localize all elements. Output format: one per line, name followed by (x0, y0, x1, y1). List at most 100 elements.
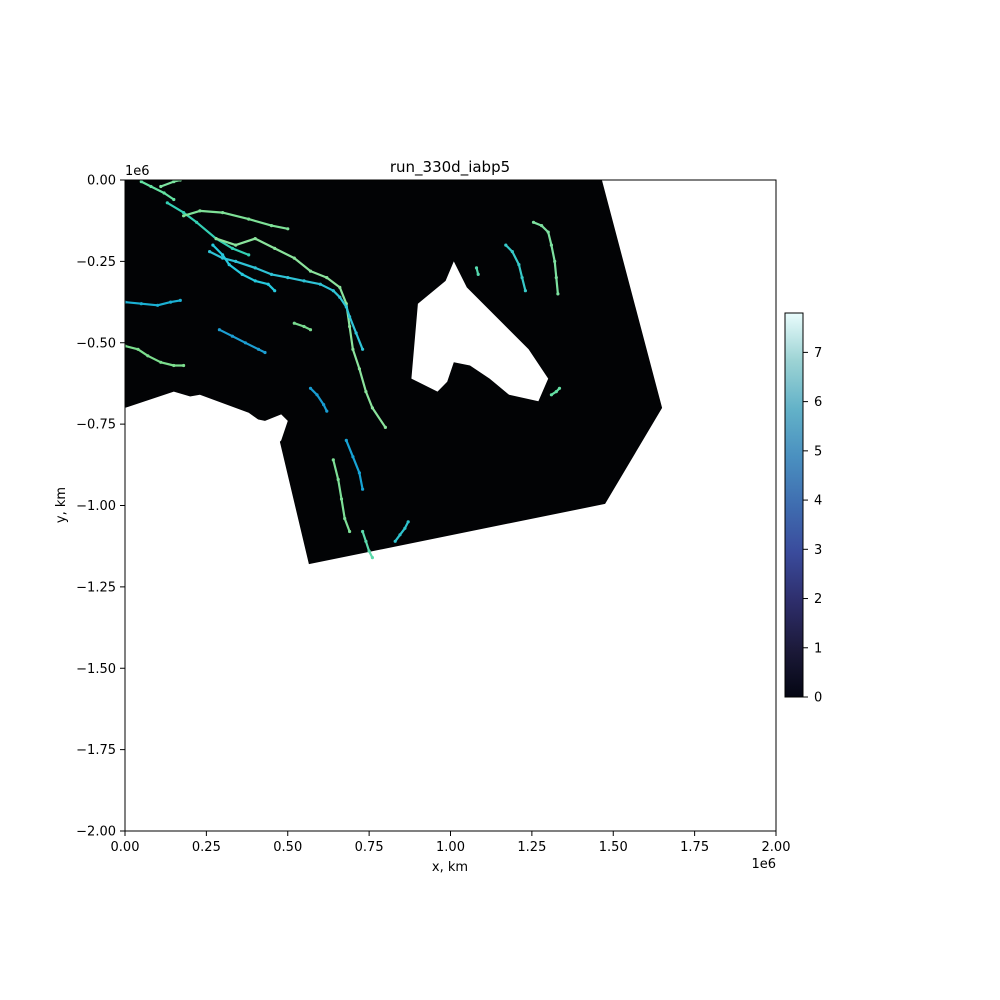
trajectory-point (230, 334, 234, 338)
trajectory-18 (474, 266, 480, 276)
colorbar-frame (784, 312, 804, 698)
trajectory-point (308, 328, 313, 332)
trajectory-line (208, 250, 364, 351)
trajectory-line (182, 209, 289, 230)
x-tick-label: 0.50 (273, 840, 302, 855)
trajectory-point (273, 289, 277, 293)
trajectory-point (348, 529, 352, 534)
trajectory-line (309, 387, 328, 413)
trajectory-point (247, 253, 251, 257)
plot-area (125, 180, 776, 831)
chart-title: run_330d_iabp5 (390, 158, 510, 177)
trajectory-point (253, 237, 257, 241)
trajectory-point (364, 539, 368, 543)
trajectory-line (125, 344, 185, 367)
mesh-domain (125, 180, 663, 565)
colorbar-gradient (785, 313, 803, 697)
y-tick-label: −0.50 (76, 336, 116, 351)
x-axis-ticks: 0.00 0.25 0.50 0.75 1.00 1.25 1.50 1.75 2.00 (111, 831, 791, 855)
trajectory-13 (331, 458, 352, 534)
trajectory-point (308, 269, 313, 273)
colorbar-tick-label: 3 (814, 543, 822, 558)
trajectory-point (364, 390, 368, 394)
trajectory-point (339, 497, 344, 501)
trajectory-point (554, 390, 558, 394)
trajectory-point (517, 263, 521, 267)
x-tick-label: 0.25 (192, 840, 221, 855)
trajectory-point (266, 282, 270, 286)
x-tick-label: 1.25 (517, 840, 546, 855)
colorbar-tick-label: 2 (814, 592, 822, 607)
trajectory-line (345, 439, 364, 491)
x-tick-label: 0.00 (111, 840, 140, 855)
trajectory-point (318, 282, 322, 286)
trajectory-point (162, 191, 166, 195)
trajectory-point (540, 224, 544, 228)
y-axis-offset-label: 1e6 (125, 164, 150, 179)
trajectory-point (172, 197, 176, 202)
trajectory-11 (308, 386, 329, 413)
trajectory-point (214, 237, 218, 241)
colorbar-ticks: 0 1 2 3 4 5 6 7 (803, 346, 822, 706)
trajectory-point (357, 471, 361, 475)
land-mask-1 (125, 391, 308, 565)
trajectory-line (394, 520, 410, 543)
trajectory-point (217, 328, 221, 332)
colorbar: 0 1 2 3 4 5 6 7 (784, 312, 822, 706)
y-tick-label: −1.50 (76, 662, 116, 677)
y-tick-label: −0.25 (76, 255, 116, 270)
trajectory-point (292, 321, 296, 325)
trajectory-line (361, 530, 374, 559)
trajectory-point (361, 347, 365, 351)
trajectory-point (336, 477, 340, 482)
y-tick-label: −1.75 (76, 743, 116, 758)
trajectory-point (149, 184, 153, 189)
trajectory-point (234, 243, 238, 247)
trajectory-point (221, 211, 225, 215)
colorbar-tick-label: 6 (814, 395, 822, 410)
trajectory-point (221, 253, 225, 257)
trajectory-point (322, 403, 326, 407)
trajectory-2 (165, 201, 251, 257)
trajectory-point (556, 292, 560, 296)
y-tick-label: 0.00 (87, 174, 116, 189)
trajectory-point (361, 529, 365, 534)
trajectory-point (338, 295, 342, 299)
x-tick-label: 1.50 (599, 840, 628, 855)
trajectory-point (476, 272, 480, 276)
trajectory-point (553, 259, 557, 263)
trajectory-point (331, 458, 335, 462)
trajectory-19 (549, 386, 562, 397)
trajectory-point (406, 520, 410, 524)
trajectory-point (156, 303, 160, 307)
trajectory-point (344, 438, 348, 442)
trajectory-point (351, 455, 355, 459)
colorbar-tick-label: 4 (814, 494, 822, 509)
trajectory-point (531, 220, 536, 224)
land-masks (125, 261, 549, 565)
trajectory-point (182, 214, 186, 218)
trajectory-12 (344, 438, 365, 491)
trajectory-7 (125, 298, 182, 307)
x-tick-label: 0.75 (355, 840, 384, 855)
trajectory-point (136, 347, 140, 351)
trajectory-point (234, 259, 238, 263)
trajectory-point (230, 246, 234, 250)
trajectory-point (182, 363, 186, 368)
trajectory-point (343, 516, 347, 521)
x-axis-label: x, km (432, 860, 468, 875)
trajectory-point (325, 276, 329, 280)
trajectory-point (208, 250, 212, 254)
trajectory-point (554, 276, 558, 280)
trajectory-point (139, 302, 143, 306)
x-tick-label: 2.00 (762, 840, 791, 855)
trajectory-point (146, 354, 150, 358)
trajectory-point (370, 406, 374, 410)
trajectory-point (325, 409, 329, 413)
trajectory-point (348, 324, 352, 329)
trajectory-point (178, 298, 182, 302)
trajectory-8 (125, 344, 186, 368)
trajectory-10 (292, 321, 313, 332)
trajectory-3 (182, 209, 290, 231)
